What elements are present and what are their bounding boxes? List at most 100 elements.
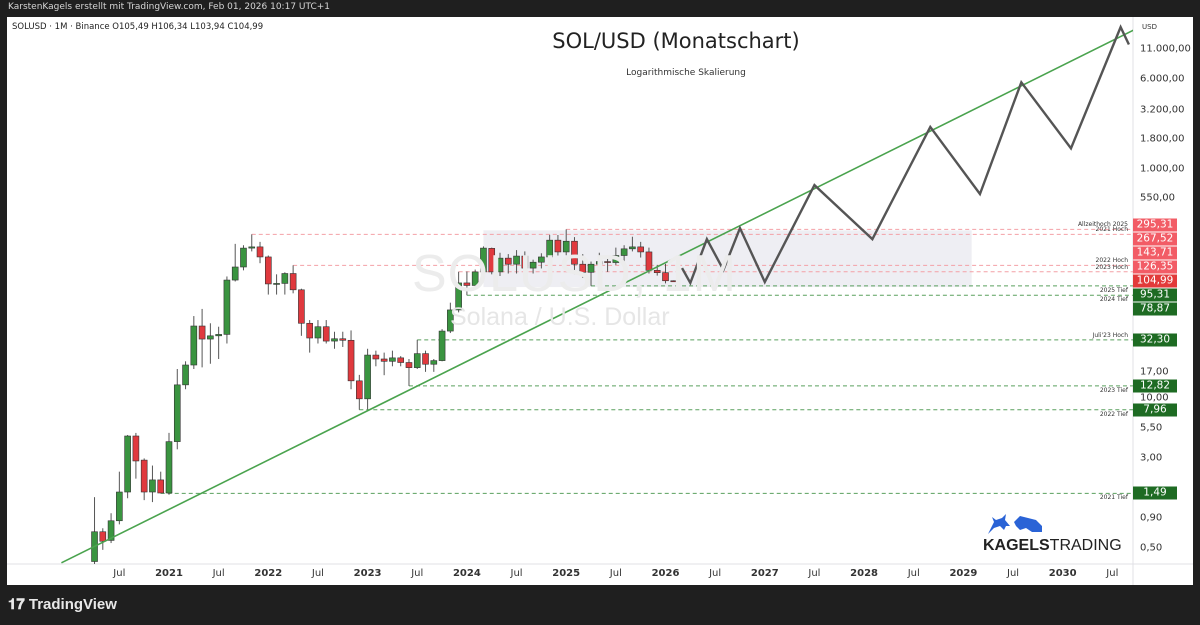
candle-body bbox=[149, 479, 156, 493]
candle bbox=[256, 241, 264, 264]
level-price-tag[interactable]: 32,30 bbox=[1133, 333, 1177, 347]
candle-body bbox=[248, 246, 256, 249]
time-tick-label: Jul bbox=[808, 568, 821, 579]
tradingview-logo[interactable]: 𝟏𝟕 TradingView bbox=[8, 596, 117, 613]
candle bbox=[422, 350, 429, 372]
time-tick-label: 2030 bbox=[1048, 568, 1077, 579]
symbol-ohlc-legend[interactable]: SOLUSD · 1M · Binance O105,49 H106,34 L1… bbox=[12, 22, 264, 32]
candle-body bbox=[637, 246, 644, 253]
candle-body bbox=[430, 360, 438, 365]
time-tick-label: Jul bbox=[609, 568, 622, 579]
chart-panel[interactable] bbox=[7, 17, 1193, 585]
candle bbox=[223, 276, 231, 344]
level-label: 2022 Tief bbox=[1099, 410, 1128, 418]
time-tick-label: Jul bbox=[1106, 568, 1119, 579]
candle bbox=[529, 259, 537, 274]
candle bbox=[198, 308, 206, 368]
price-tick-label: 3.200,00 bbox=[1140, 104, 1185, 116]
candle-body bbox=[107, 520, 115, 541]
candle bbox=[165, 432, 173, 495]
candle bbox=[513, 250, 520, 274]
level-price-tag[interactable]: 295,31 bbox=[1133, 218, 1177, 232]
level-price-tag[interactable]: 1,49 bbox=[1133, 486, 1177, 500]
candle-body bbox=[579, 263, 587, 273]
price-tick-label: 6.000,00 bbox=[1140, 73, 1185, 85]
candle-body bbox=[463, 282, 471, 286]
candle-body bbox=[173, 384, 181, 442]
candle-body bbox=[521, 255, 529, 269]
time-tick-label: Jul bbox=[709, 568, 722, 579]
level-price-tag[interactable]: 126,35 bbox=[1133, 260, 1177, 274]
candle-body bbox=[620, 248, 628, 256]
candle-body bbox=[289, 273, 297, 291]
level-label: Allzeithoch 2025 bbox=[1077, 221, 1128, 229]
level-label: 2023 Tief bbox=[1099, 386, 1128, 394]
price-tick-label: 1.800,00 bbox=[1140, 133, 1185, 145]
time-tick-label: Jul bbox=[212, 568, 225, 579]
candle bbox=[405, 358, 413, 386]
candle-body bbox=[364, 354, 371, 400]
candle bbox=[331, 331, 338, 349]
candle-body bbox=[538, 256, 545, 263]
time-tick-label: 2026 bbox=[651, 568, 680, 579]
candle bbox=[629, 236, 636, 252]
level-price-tag[interactable]: 143,71 bbox=[1133, 246, 1177, 260]
candle-body bbox=[529, 261, 537, 269]
candle bbox=[91, 497, 98, 564]
candle bbox=[637, 241, 644, 258]
candle bbox=[587, 261, 595, 286]
candle bbox=[554, 234, 562, 256]
candle bbox=[579, 254, 587, 278]
candle bbox=[620, 245, 628, 262]
candle-body bbox=[397, 357, 405, 363]
candle-body bbox=[116, 491, 123, 522]
candle bbox=[173, 368, 181, 450]
candle-body bbox=[488, 248, 496, 273]
price-tick-label: 17,00 bbox=[1140, 366, 1169, 378]
currency-label: USD bbox=[1142, 23, 1157, 31]
candle-body bbox=[264, 256, 272, 285]
candle-body bbox=[389, 357, 396, 362]
price-tick-label: 5,50 bbox=[1140, 422, 1163, 434]
candle-body bbox=[165, 441, 173, 494]
candle bbox=[504, 254, 512, 274]
candle bbox=[562, 229, 570, 256]
candle bbox=[463, 271, 471, 296]
level-price-tag[interactable]: 95,31 bbox=[1133, 288, 1177, 302]
candle-body bbox=[281, 273, 289, 284]
chart-title: SOL/USD (Monatschart) bbox=[552, 29, 800, 53]
candle-body bbox=[314, 326, 322, 339]
level-label: 2022 Hoch bbox=[1095, 257, 1128, 265]
candle bbox=[124, 434, 131, 499]
candle-body bbox=[496, 257, 504, 273]
time-tick-label: Jul bbox=[1007, 568, 1020, 579]
candle-body bbox=[438, 330, 446, 361]
candle-body bbox=[380, 358, 388, 362]
price-tick-label: 550,00 bbox=[1140, 192, 1175, 204]
candle bbox=[455, 271, 462, 313]
candle-body bbox=[240, 247, 247, 268]
candle bbox=[447, 302, 454, 334]
level-price-tag[interactable]: 78,87 bbox=[1133, 302, 1177, 316]
chart-attribution: KarstenKagels erstellt mit TradingView.c… bbox=[8, 2, 331, 12]
level-price-tag[interactable]: 267,52 bbox=[1133, 232, 1177, 246]
candle-body bbox=[339, 338, 347, 341]
candle-body bbox=[322, 326, 330, 342]
candle-body bbox=[413, 353, 421, 368]
candle-body bbox=[595, 261, 603, 265]
candle bbox=[488, 247, 496, 275]
level-price-tag[interactable]: 12,82 bbox=[1133, 379, 1177, 393]
level-price-tag[interactable]: 7,96 bbox=[1133, 403, 1177, 417]
price-tick-label: 1.000,00 bbox=[1140, 163, 1185, 175]
chart-subtitle: Logarithmische Skalierung bbox=[626, 68, 746, 78]
time-tick-label: 2028 bbox=[850, 568, 879, 579]
candle-body bbox=[480, 247, 487, 273]
candle bbox=[521, 251, 529, 279]
candle-body bbox=[190, 325, 198, 366]
price-tick-label: 3,00 bbox=[1140, 452, 1163, 464]
candle-body bbox=[198, 325, 206, 340]
price-tick-label: 11.000,00 bbox=[1140, 43, 1191, 55]
current-price-tag[interactable]: 104,99 bbox=[1133, 274, 1177, 288]
candle bbox=[538, 253, 545, 269]
